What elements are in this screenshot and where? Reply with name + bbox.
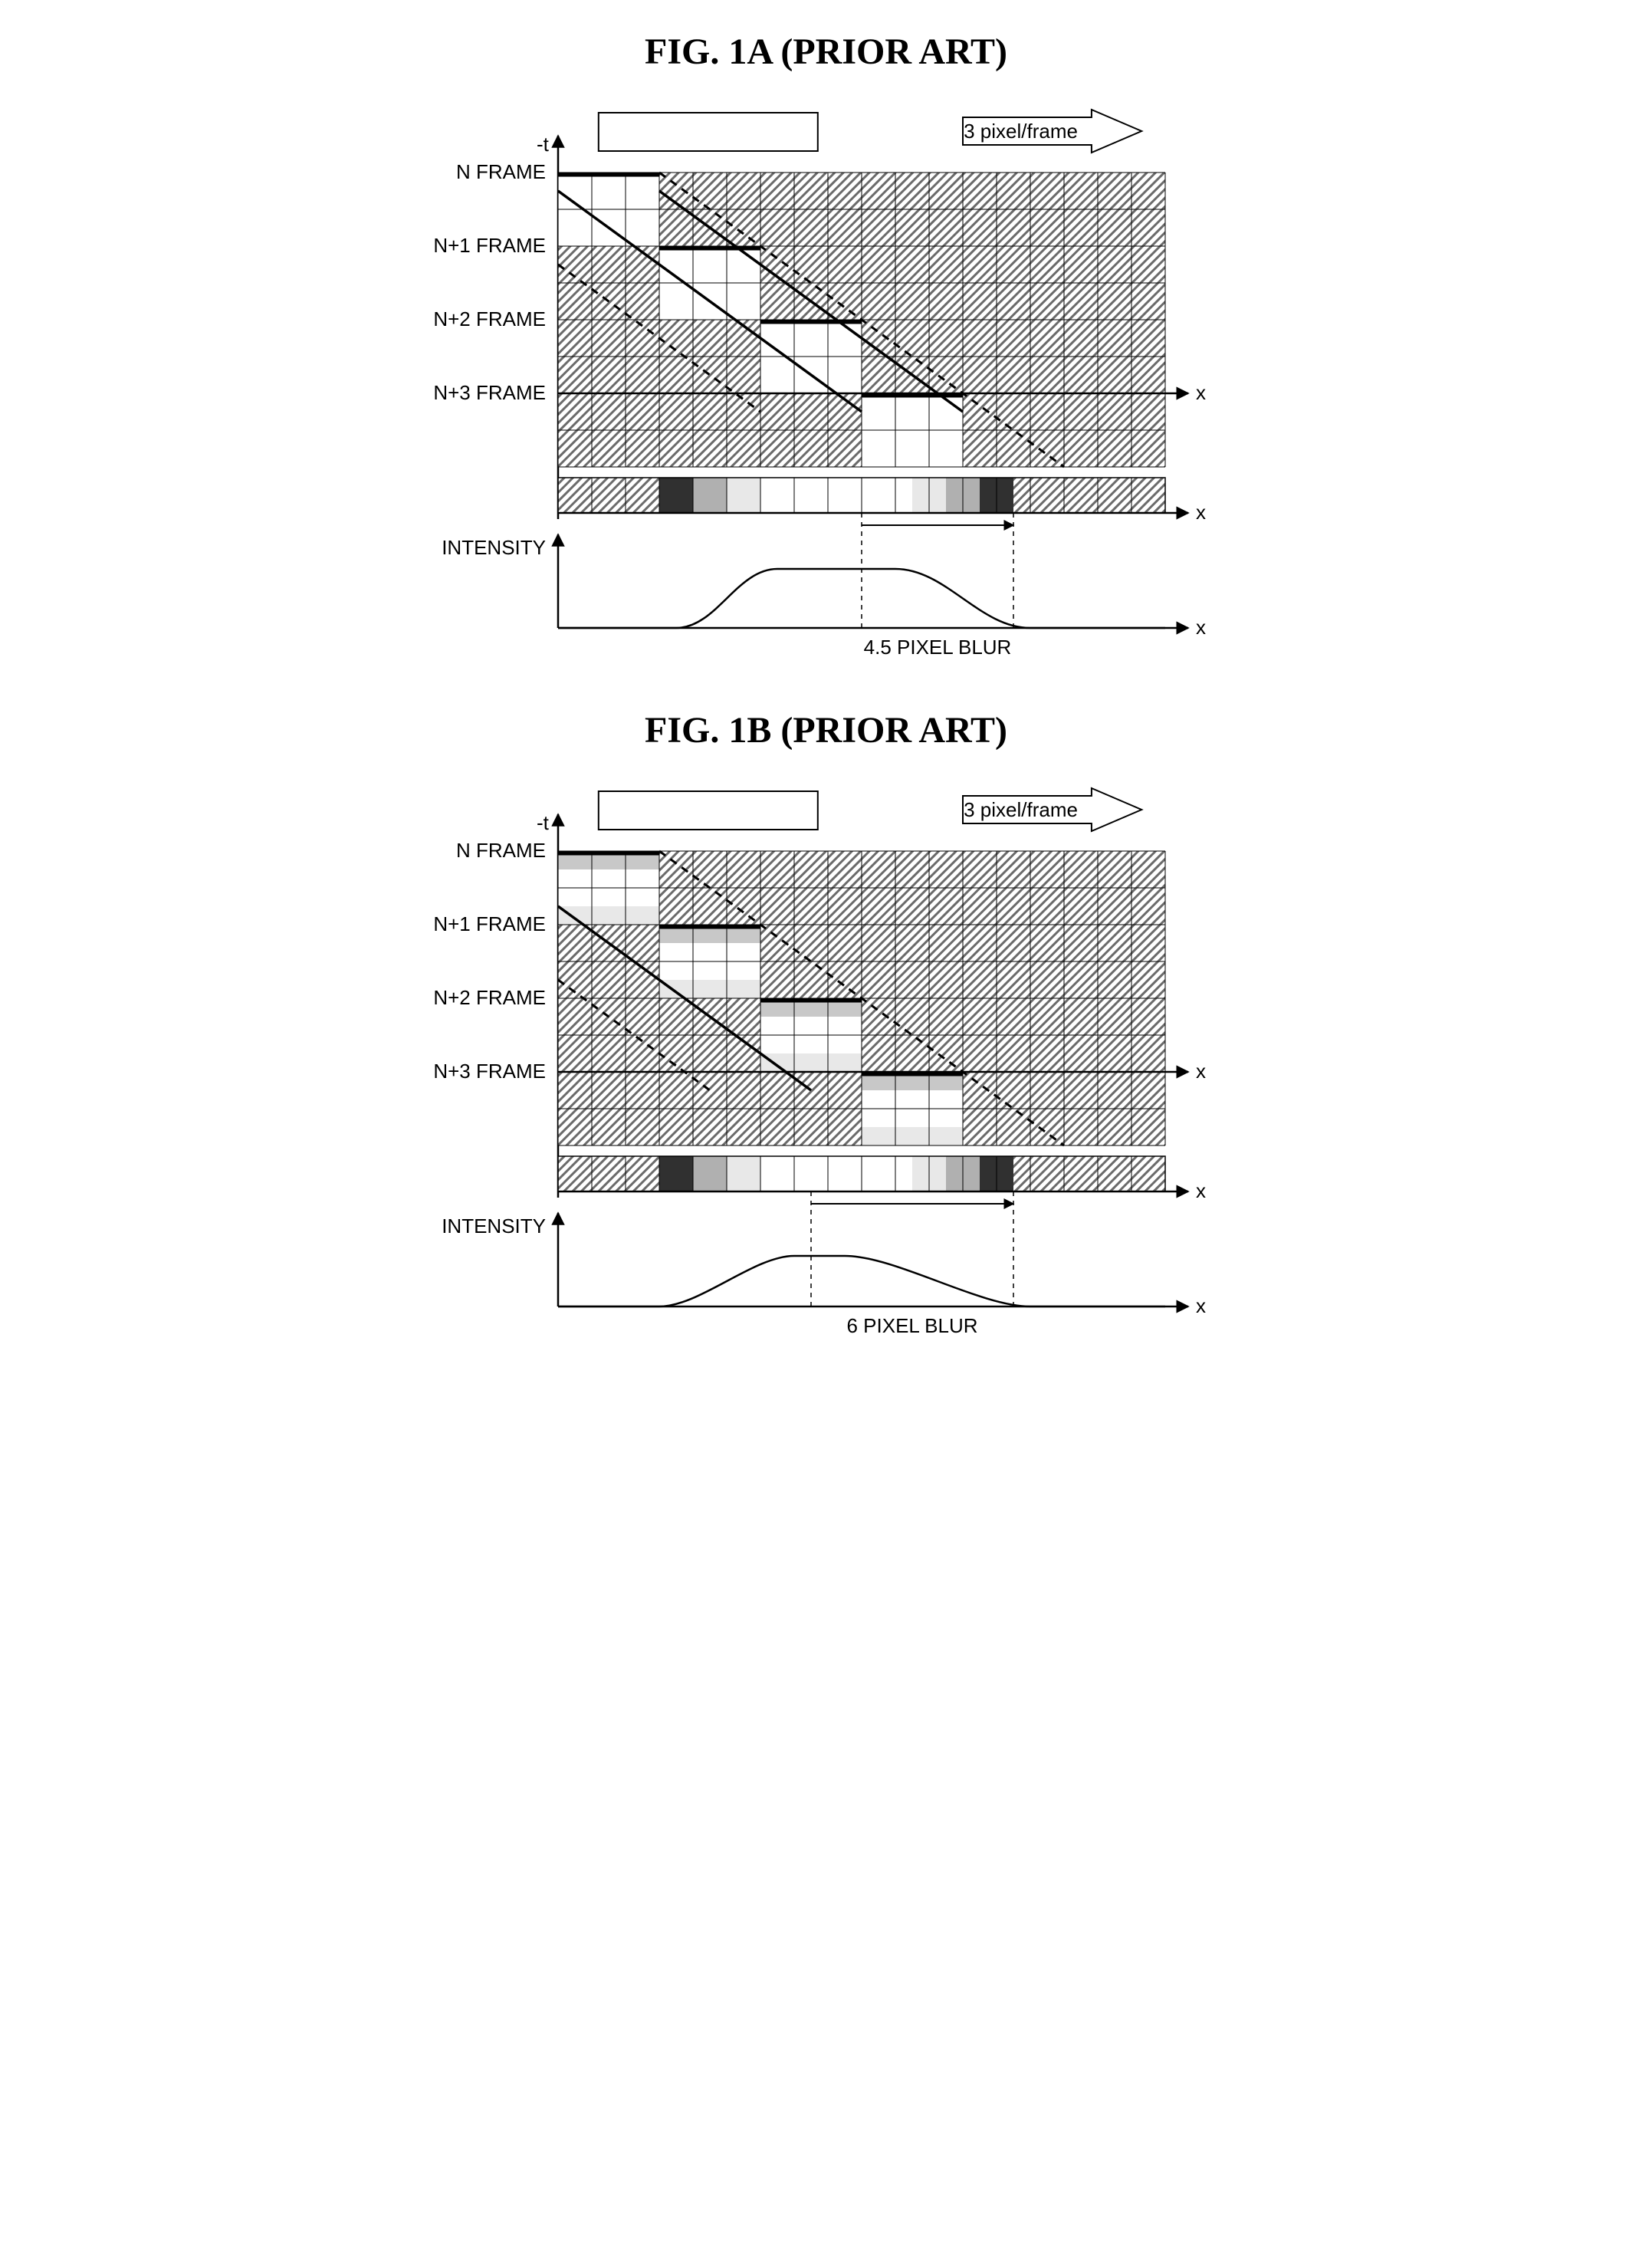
figB-top-box [598,791,817,830]
figA-xlabel-1: x [1196,381,1206,404]
figB-title: FIG. 1B (PRIOR ART) [31,709,1621,751]
figB-xlabel-3: x [1196,1294,1206,1317]
figB-xlabel-2: x [1196,1179,1206,1202]
figB-frame-label-2: N+2 FRAME [433,986,546,1009]
figA-xlabel-2: x [1196,501,1206,524]
figA-frame-label-0: N FRAME [456,160,546,183]
figA-speed-label: 3 pixel/frame [964,120,1078,143]
figA-frame-label-1: N+1 FRAME [433,234,546,257]
figA-svg: 3 pixel/frame -t x N FRAME N+1 FRAME N+2 FRAM… [405,81,1248,663]
figA-block: FIG. 1A (PRIOR ART) 3 pixel/frame -t x N FRA… [31,31,1621,663]
figA-yaxis-label: -t [537,133,550,156]
figA-xlabel-3: x [1196,616,1206,639]
figB-frame-label-1: N+1 FRAME [433,912,546,935]
figA-frame-label-2: N+2 FRAME [433,307,546,330]
figA-blur-label: 4.5 PIXEL BLUR [863,636,1011,659]
figB-frame-label-0: N FRAME [456,839,546,862]
figB-speed-label: 3 pixel/frame [964,798,1078,821]
figB-blur-label: 6 PIXEL BLUR [846,1314,977,1337]
figB-intensity-label: INTENSITY [442,1214,546,1237]
figB-svg: 3 pixel/frame -t x N FRAME N+1 FRAME N+2 FRAM… [405,759,1248,1342]
figB-frame-label-3: N+3 FRAME [433,1060,546,1083]
figA-frame-label-3: N+3 FRAME [433,381,546,404]
figB-intensity-curve [558,1256,1165,1306]
figB-yaxis-label: -t [537,811,550,834]
figB-block: FIG. 1B (PRIOR ART) 3 pixel/frame -t x N FRA… [31,709,1621,1342]
figA-top-box [598,113,817,151]
figA-title: FIG. 1A (PRIOR ART) [31,31,1621,73]
figB-xlabel-1: x [1196,1060,1206,1083]
figA-intensity-label: INTENSITY [442,536,546,559]
